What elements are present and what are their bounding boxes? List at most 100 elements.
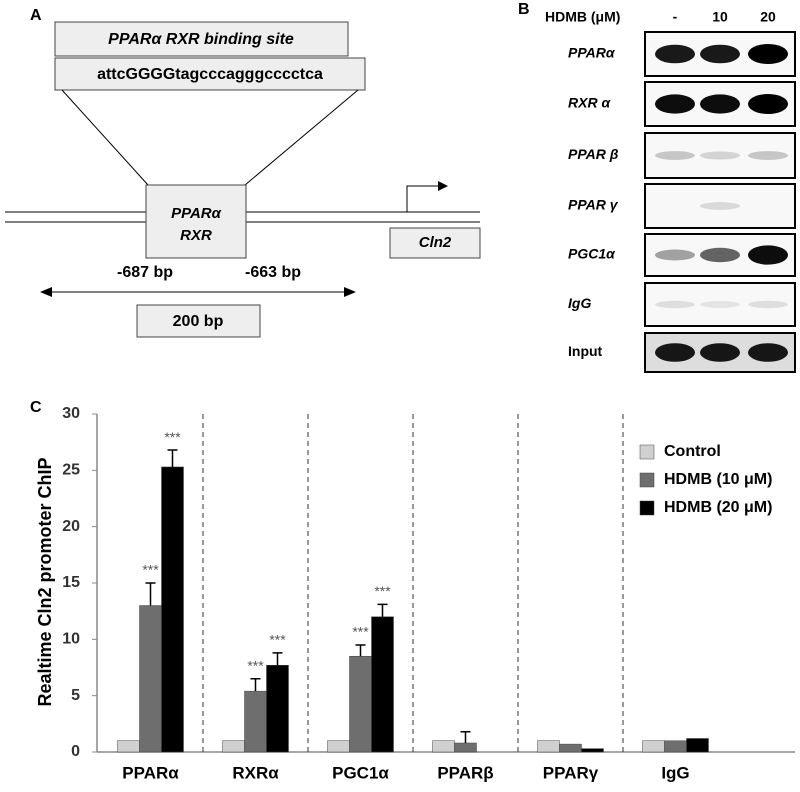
row-label: PPAR γ [568, 197, 619, 213]
x-tick-label: PPARα [122, 763, 179, 782]
bar [537, 740, 560, 753]
lane-label: 20 [760, 9, 776, 25]
length-box [136, 304, 261, 338]
x-tick-label: PGC1α [332, 763, 389, 782]
row-label: RXR α [568, 95, 611, 111]
position: -663 bp [245, 264, 301, 281]
bar [432, 740, 455, 753]
lane-label: 10 [712, 9, 728, 25]
bar [664, 740, 687, 753]
y-tick-label: 20 [62, 518, 80, 535]
row-label: Input [568, 343, 603, 359]
band [700, 300, 740, 309]
band [748, 343, 788, 362]
bar [454, 742, 477, 753]
bar [371, 616, 394, 753]
error-bar [145, 582, 156, 606]
bar [327, 740, 350, 753]
error-bar [272, 652, 283, 666]
band [748, 245, 788, 265]
legend-label: Control [664, 443, 721, 460]
significance: *** [247, 657, 264, 673]
band [655, 343, 695, 362]
y-tick-label: 30 [62, 405, 80, 422]
tss-arrowhead [438, 181, 448, 191]
bar [266, 664, 289, 753]
arrowhead [40, 287, 52, 297]
blot-frame [644, 132, 796, 179]
legend-label: HDMB (10 μM) [664, 471, 772, 488]
band [655, 249, 695, 261]
panel-label: A [30, 7, 42, 24]
legend-label: HDMB (20 μM) [664, 499, 772, 516]
x-tick-label: IgG [661, 763, 689, 782]
row-label: IgG [568, 295, 591, 311]
length: 200 bp [173, 313, 224, 330]
lane-label: - [673, 9, 678, 25]
y-tick-label: 25 [62, 462, 80, 479]
site-title: PPARα RXR binding site [108, 31, 294, 48]
site-box [54, 21, 349, 57]
panel-label: C [30, 399, 42, 416]
blots: PPARα RXR α PPAR β PPAR γ PGC1α IgG Input [568, 31, 796, 373]
panel-label: B [518, 1, 530, 18]
band [748, 44, 788, 64]
legend-swatch [639, 500, 655, 516]
band [655, 151, 695, 160]
arrowhead [344, 287, 356, 297]
sequence-box [54, 57, 366, 91]
bar [581, 748, 604, 753]
gene: Cln2 [419, 234, 452, 251]
error-bar [355, 644, 366, 657]
bar [117, 740, 140, 753]
significance: *** [142, 562, 159, 578]
significance: *** [269, 632, 286, 648]
band [655, 300, 695, 309]
tss-arrow [406, 185, 440, 212]
band [748, 151, 788, 160]
significance: *** [164, 429, 181, 445]
significance: *** [352, 624, 369, 640]
significance: *** [374, 583, 391, 599]
bar [642, 740, 665, 753]
band [700, 151, 740, 160]
legend-swatch [639, 444, 655, 460]
bar [139, 605, 162, 753]
row-label: PPAR β [568, 146, 619, 162]
position: -687 bp [117, 264, 173, 281]
band [700, 94, 740, 114]
band [655, 44, 695, 64]
band [655, 94, 695, 114]
treatment-label: HDMB (μM) [545, 9, 620, 25]
y-tick-label: 5 [71, 687, 80, 704]
y-tick-label: 0 [71, 743, 80, 760]
y-tick-label: 10 [62, 631, 80, 648]
blot-frame [644, 183, 796, 229]
error-bar [377, 603, 388, 617]
legend-swatch [639, 472, 655, 488]
band [700, 202, 740, 210]
bar [161, 466, 184, 753]
zoom-line [61, 89, 149, 186]
row-label: PPARα [568, 45, 616, 61]
factor: PPARα [171, 205, 222, 222]
error-bar [250, 678, 261, 692]
gene-box [389, 227, 481, 259]
factor: RXR [180, 227, 212, 244]
factor-box [145, 184, 247, 259]
x-tick-label: PPARβ [437, 763, 493, 782]
blot-frame [644, 282, 796, 327]
sequence: attcGGGGtagcccagggcccctca [97, 66, 323, 83]
x-tick-label: PPARγ [543, 763, 599, 782]
y-tick-label: 15 [62, 574, 80, 591]
band [700, 44, 740, 64]
bar [559, 743, 582, 753]
row-label: PGC1α [568, 246, 616, 262]
x-tick-label: RXRα [232, 763, 279, 782]
band [748, 94, 788, 114]
y-axis-label: Realtime Cln2 promoter ChIP [35, 457, 55, 706]
zoom-line [244, 89, 359, 186]
bar [686, 738, 709, 753]
bar [222, 740, 245, 753]
